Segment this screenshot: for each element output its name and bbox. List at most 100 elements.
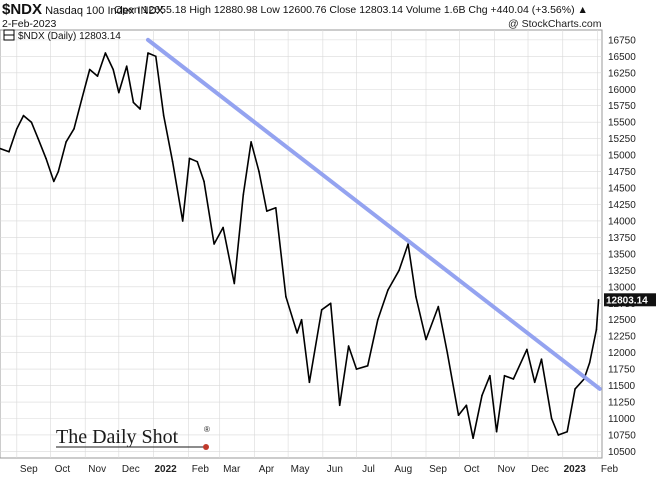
x-tick-label: 2023 <box>564 464 587 475</box>
x-tick-label: Feb <box>601 464 619 475</box>
price-point <box>22 114 25 117</box>
price-point <box>53 180 55 183</box>
price-point <box>155 55 157 58</box>
y-tick-label: 16750 <box>608 35 636 46</box>
y-tick-label: 16500 <box>608 52 636 63</box>
chart-date: 2-Feb-2023 <box>2 18 57 30</box>
last-price-badge-text: 12803.14 <box>606 295 648 306</box>
x-tick-label: Jun <box>327 464 343 475</box>
y-tick-label: 14000 <box>608 216 636 227</box>
x-tick-label: Dec <box>122 464 140 475</box>
watermark: The Daily Shot ® <box>56 425 210 450</box>
price-point <box>125 65 128 67</box>
price-point <box>196 160 199 163</box>
chart-header-line1: $NDX Nasdaq 100 Index INDX Open 12655.18… <box>2 1 588 18</box>
price-point <box>81 98 83 100</box>
price-point <box>329 302 332 305</box>
y-tick-label: 16000 <box>608 85 636 96</box>
price-point <box>0 147 1 150</box>
x-tick-label: Dec <box>531 464 549 475</box>
x-tick-label: Mar <box>223 464 241 475</box>
price-point <box>300 318 303 321</box>
price-point <box>203 180 205 183</box>
y-tick-label: 12250 <box>608 332 636 343</box>
y-tick-label: 15250 <box>608 134 636 145</box>
price-point <box>147 52 149 54</box>
price-point <box>338 404 341 407</box>
price-point <box>550 417 553 420</box>
price-point <box>425 338 427 341</box>
price-point <box>30 121 33 123</box>
price-point <box>588 361 591 364</box>
price-point <box>320 309 323 311</box>
price-point <box>446 351 449 354</box>
y-tick-label: 12000 <box>608 348 636 359</box>
y-tick-label: 11750 <box>608 365 636 376</box>
y-tick-label: 13750 <box>608 233 636 244</box>
price-point <box>213 243 215 245</box>
price-point <box>171 160 174 163</box>
x-tick-label: Sep <box>429 464 447 475</box>
price-line <box>0 52 600 439</box>
price-point <box>457 414 460 417</box>
x-tick-label: Oct <box>55 464 71 475</box>
y-axis-ticks: 10500 10750 11000 11250 11500 11750 12000 12250… <box>608 35 636 458</box>
y-tick-label: 14750 <box>608 167 636 178</box>
price-point <box>88 68 91 71</box>
y-tick-label: 14500 <box>608 184 636 195</box>
x-tick-label: Apr <box>259 464 275 475</box>
index-name: Nasdaq 100 Index <box>45 5 135 17</box>
price-point <box>162 114 165 117</box>
price-point <box>8 151 10 153</box>
price-point <box>37 137 39 140</box>
price-point <box>266 210 268 212</box>
price-point <box>250 141 252 143</box>
y-tick-label: 11250 <box>608 398 636 409</box>
price-point <box>132 101 135 104</box>
legend: $NDX (Daily) 12803.14 <box>3 29 121 42</box>
price-point <box>96 75 99 77</box>
price-point <box>258 170 260 173</box>
price-point <box>275 207 277 209</box>
legend-label: $NDX (Daily) 12803.14 <box>18 31 121 42</box>
price-point <box>73 128 75 130</box>
price-point <box>526 348 528 351</box>
price-point <box>387 289 389 291</box>
x-tick-label: Nov <box>88 464 106 475</box>
plot-frame <box>0 29 603 459</box>
last-price-badge: 12803.14 <box>604 293 656 307</box>
chart-grid <box>0 29 603 459</box>
price-point <box>557 434 560 436</box>
price-point <box>415 295 417 298</box>
price-point <box>377 318 379 321</box>
x-axis-ticks: Sep Oct Nov Dec 2022 Feb Mar Apr May Jun Jul Aug Sep… <box>20 464 619 475</box>
x-tick-label: Jul <box>362 464 375 475</box>
watermark-mark: ® <box>204 425 210 434</box>
price-point <box>222 226 224 229</box>
price-point <box>15 128 18 130</box>
x-tick-label: Nov <box>497 464 515 475</box>
last-price-badge-bg <box>604 293 656 307</box>
chart-series <box>0 37 602 440</box>
price-point <box>242 193 245 196</box>
price-point <box>481 394 483 397</box>
price-point <box>398 269 400 272</box>
price-point <box>355 368 358 370</box>
price-point <box>65 141 67 143</box>
price-point <box>366 365 369 367</box>
price-point <box>139 108 141 110</box>
watermark-text: The Daily Shot <box>56 426 179 448</box>
ticker-symbol: $NDX <box>2 1 43 18</box>
y-tick-label: 15500 <box>608 118 636 129</box>
exchange-code: INDX <box>137 5 164 17</box>
price-point <box>465 404 468 407</box>
y-tick-label: 13250 <box>608 266 636 277</box>
price-point <box>489 374 491 377</box>
y-tick-label: 16250 <box>608 68 636 79</box>
price-point <box>308 381 311 384</box>
x-tick-label: Sep <box>20 464 38 475</box>
price-point <box>597 299 600 301</box>
y-tick-label: 12500 <box>608 315 636 326</box>
price-point <box>595 328 598 331</box>
